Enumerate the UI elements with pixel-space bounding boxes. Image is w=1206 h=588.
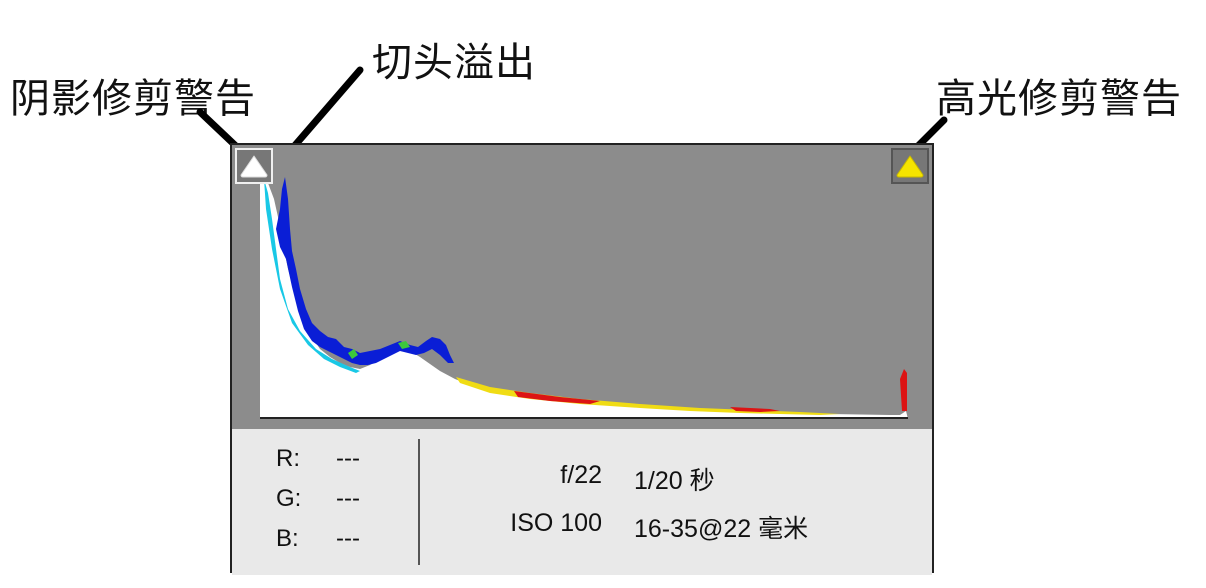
b-readout: B: ---	[276, 525, 360, 553]
highlight-clipping-warning-label: 高光修剪警告	[936, 76, 1182, 122]
r-value: ---	[336, 445, 360, 472]
b-value: ---	[336, 525, 360, 552]
green-channel	[348, 341, 410, 359]
white-triangle-icon	[240, 155, 268, 178]
blue-channel	[276, 177, 454, 365]
lens-value: 16-35@22 毫米	[634, 515, 809, 543]
g-readout: G: ---	[276, 485, 360, 513]
shutter-value: 1/20 秒	[634, 467, 715, 495]
yellow-triangle-icon	[896, 155, 924, 178]
highlight-clipping-warning-button[interactable]	[891, 148, 929, 184]
r-readout: R: ---	[276, 445, 360, 473]
g-value: ---	[336, 485, 360, 512]
histogram-graph	[260, 169, 908, 419]
b-label: B:	[276, 525, 299, 552]
shadow-clipping-warning-label: 阴影修剪警告	[10, 76, 256, 122]
info-divider	[418, 439, 420, 565]
r-label: R:	[276, 445, 300, 472]
aperture-value: f/22	[560, 461, 602, 489]
histogram-panel: R: --- G: --- B: --- f/22 1/20 秒 ISO 100 16…	[230, 143, 934, 575]
shadow-clipping-warning-button[interactable]	[235, 148, 273, 184]
histogram-area	[232, 145, 932, 429]
iso-value: ISO 100	[510, 509, 602, 537]
info-area: R: --- G: --- B: --- f/22 1/20 秒 ISO 100 16…	[232, 429, 932, 575]
g-label: G:	[276, 485, 302, 512]
luminance-histogram	[260, 169, 908, 419]
top-overflow-label: 切头溢出	[372, 40, 536, 86]
